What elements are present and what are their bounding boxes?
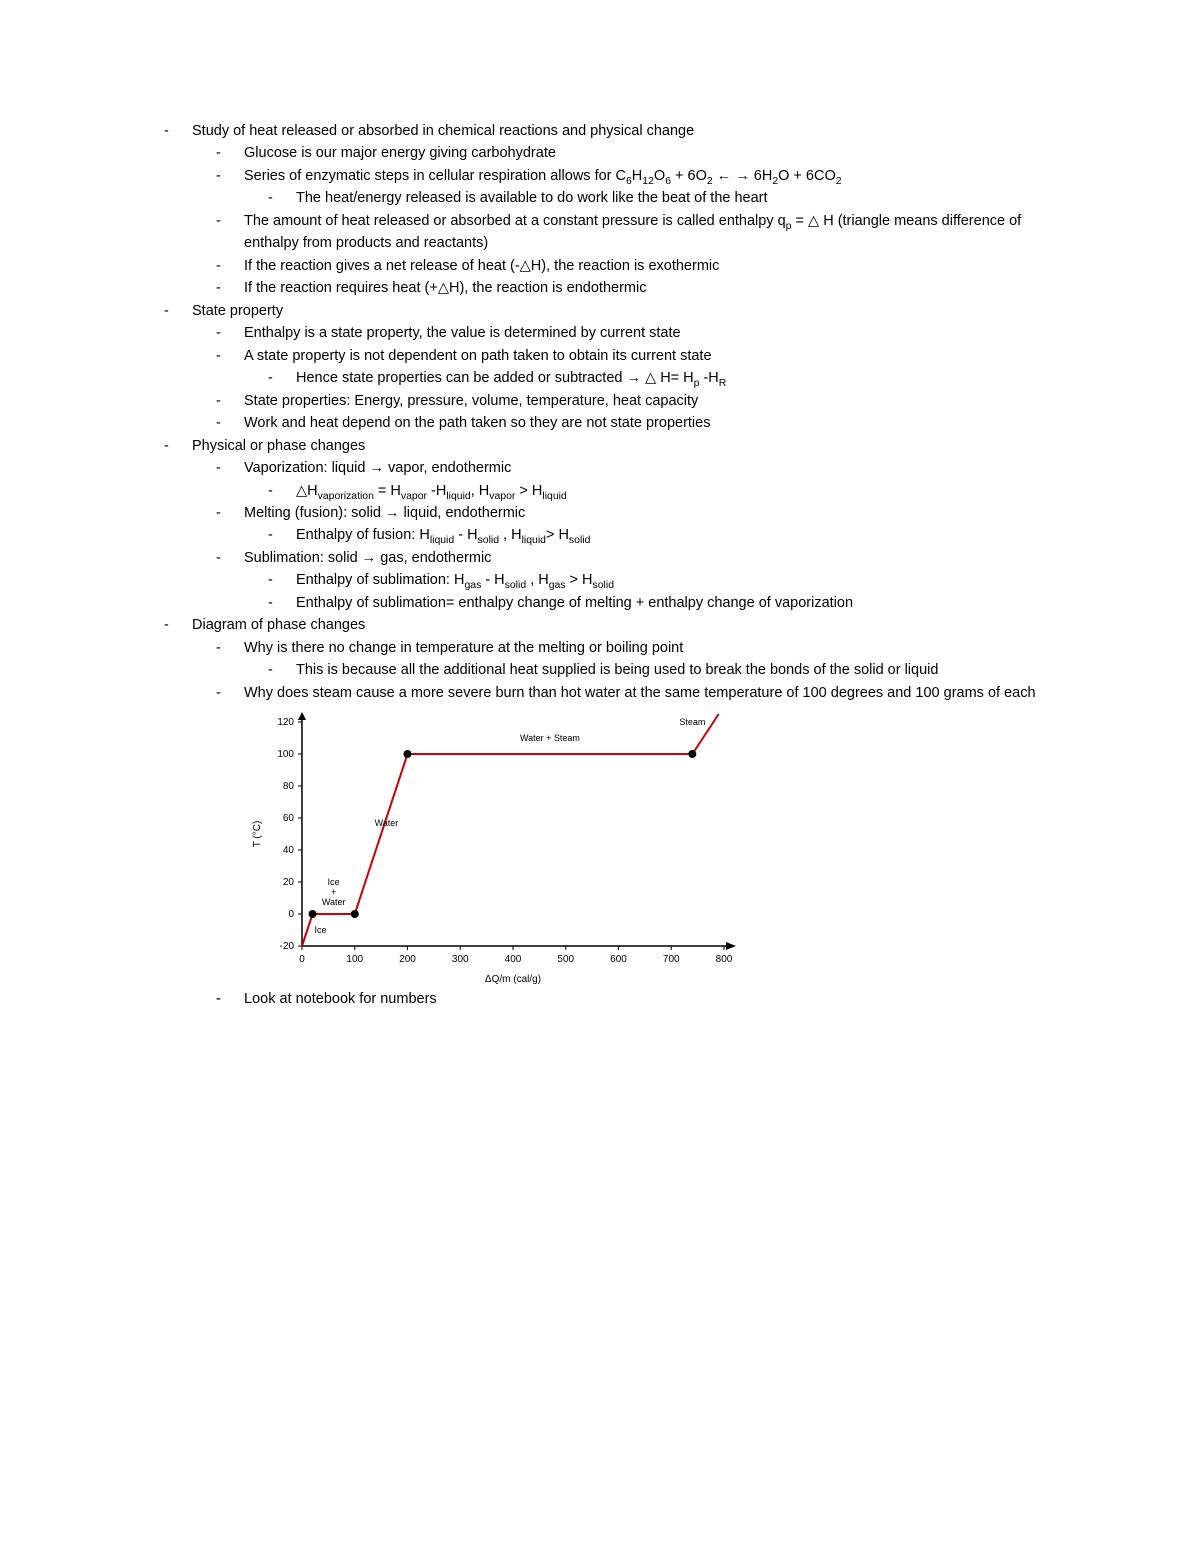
svg-text:+: +: [331, 887, 336, 897]
text: If the reaction requires heat (+△H), the…: [244, 280, 646, 296]
svg-text:120: 120: [277, 717, 294, 728]
svg-text:Water + Steam: Water + Steam: [520, 733, 580, 743]
text: Melting (fusion): solid → liquid, endoth…: [244, 505, 525, 521]
bullet: Study of heat released or absorbed in ch…: [140, 120, 1080, 300]
text: △Hvaporization = Hvapor -Hliquid, Hvapor…: [296, 483, 567, 499]
text: This is because all the additional heat …: [296, 662, 938, 678]
bullet: State properties: Energy, pressure, volu…: [192, 390, 1080, 412]
text: Diagram of phase changes: [192, 617, 365, 633]
svg-text:Ice: Ice: [328, 877, 340, 887]
svg-text:0: 0: [288, 909, 294, 920]
svg-text:60: 60: [283, 813, 295, 824]
text: If the reaction gives a net release of h…: [244, 258, 719, 274]
svg-text:Water: Water: [375, 818, 399, 828]
text: Why does steam cause a more severe burn …: [244, 685, 1036, 701]
bullet: Look at notebook for numbers: [192, 988, 1080, 1010]
phase-change-chart-svg: -20 0 20 40 60 80 100 120 0 100 200 300 400 500 600 700…: [244, 708, 744, 988]
bullet: The amount of heat released or absorbed …: [192, 210, 1080, 255]
bullet: Hence state properties can be added or s…: [244, 367, 1080, 389]
svg-text:ΔQ/m (cal/g): ΔQ/m (cal/g): [485, 974, 541, 985]
text: Study of heat released or absorbed in ch…: [192, 123, 694, 139]
bullet: Sublimation: solid → gas, endothermic En…: [192, 547, 1080, 614]
text: Vaporization: liquid → vapor, endothermi…: [244, 460, 511, 476]
text: State properties: Energy, pressure, volu…: [244, 393, 698, 409]
bullet: △Hvaporization = Hvapor -Hliquid, Hvapor…: [244, 480, 1080, 502]
bullet: Glucose is our major energy giving carbo…: [192, 142, 1080, 164]
bullet: Work and heat depend on the path taken s…: [192, 412, 1080, 434]
svg-text:Water: Water: [322, 897, 346, 907]
bullet: Series of enzymatic steps in cellular re…: [192, 165, 1080, 210]
text: The heat/energy released is available to…: [296, 190, 768, 206]
text: Series of enzymatic steps in cellular re…: [244, 168, 842, 184]
text: Hence state properties can be added or s…: [296, 370, 726, 386]
svg-text:200: 200: [399, 954, 416, 965]
svg-text:Ice: Ice: [314, 925, 326, 935]
svg-text:T (°C): T (°C): [252, 821, 263, 848]
text: A state property is not dependent on pat…: [244, 348, 712, 364]
svg-text:20: 20: [283, 877, 295, 888]
text: Enthalpy of fusion: Hliquid - Hsolid , H…: [296, 527, 590, 543]
svg-text:600: 600: [610, 954, 627, 965]
svg-text:700: 700: [663, 954, 680, 965]
bullet: Enthalpy of sublimation= enthalpy change…: [244, 592, 1080, 614]
bullet: If the reaction requires heat (+△H), the…: [192, 277, 1080, 299]
bullet: Why does steam cause a more severe burn …: [192, 682, 1080, 988]
bullet: This is because all the additional heat …: [244, 659, 1080, 681]
text: The amount of heat released or absorbed …: [244, 213, 1021, 251]
svg-text:80: 80: [283, 781, 295, 792]
bullet: Physical or phase changes Vaporization: …: [140, 435, 1080, 615]
svg-text:500: 500: [557, 954, 574, 965]
notes-root: Study of heat released or absorbed in ch…: [140, 120, 1080, 1011]
bullet: Enthalpy is a state property, the value …: [192, 322, 1080, 344]
svg-text:40: 40: [283, 845, 295, 856]
svg-text:Steam: Steam: [679, 717, 705, 727]
svg-text:0: 0: [299, 954, 305, 965]
bullet: Melting (fusion): solid → liquid, endoth…: [192, 502, 1080, 547]
svg-text:300: 300: [452, 954, 469, 965]
text: Physical or phase changes: [192, 438, 365, 454]
bullet: Diagram of phase changes Why is there no…: [140, 614, 1080, 1010]
text: Why is there no change in temperature at…: [244, 640, 683, 656]
phase-change-chart: -20 0 20 40 60 80 100 120 0 100 200 300 400 500 600 700…: [244, 708, 1080, 988]
text: Glucose is our major energy giving carbo…: [244, 145, 556, 161]
text: Enthalpy is a state property, the value …: [244, 325, 681, 341]
bullet: Vaporization: liquid → vapor, endothermi…: [192, 457, 1080, 502]
text: Sublimation: solid → gas, endothermic: [244, 550, 491, 566]
bullet: Enthalpy of sublimation: Hgas - Hsolid ,…: [244, 569, 1080, 591]
bullet: If the reaction gives a net release of h…: [192, 255, 1080, 277]
text: Enthalpy of sublimation: Hgas - Hsolid ,…: [296, 572, 614, 588]
bullet: State property Enthalpy is a state prope…: [140, 300, 1080, 435]
svg-text:-20: -20: [280, 941, 295, 952]
bullet: Why is there no change in temperature at…: [192, 637, 1080, 682]
bullet: The heat/energy released is available to…: [244, 187, 1080, 209]
svg-text:800: 800: [716, 954, 733, 965]
text: State property: [192, 303, 283, 319]
text: Enthalpy of sublimation= enthalpy change…: [296, 595, 853, 611]
text: Look at notebook for numbers: [244, 991, 437, 1007]
bullet: Enthalpy of fusion: Hliquid - Hsolid , H…: [244, 524, 1080, 546]
svg-text:400: 400: [505, 954, 522, 965]
text: Work and heat depend on the path taken s…: [244, 415, 710, 431]
svg-text:100: 100: [277, 749, 294, 760]
bullet: A state property is not dependent on pat…: [192, 345, 1080, 390]
svg-text:100: 100: [346, 954, 363, 965]
